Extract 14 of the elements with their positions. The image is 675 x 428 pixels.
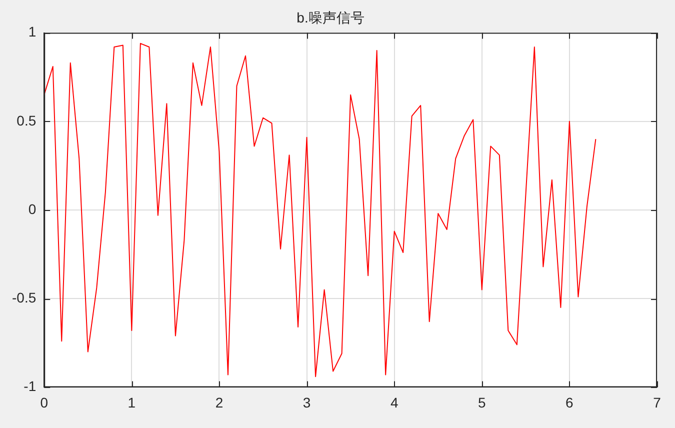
- x-tick-label: 4: [390, 394, 398, 410]
- x-tick-label: 3: [302, 394, 311, 410]
- x-tick-label: 6: [566, 394, 574, 410]
- y-tick-label: -0.5: [12, 289, 36, 306]
- y-tick-label: 1: [28, 24, 36, 40]
- x-tick-label: 5: [478, 394, 486, 410]
- y-tick-label: -1: [24, 378, 36, 394]
- y-tick-label: 0.5: [16, 112, 36, 128]
- x-tick-label: 0: [40, 394, 48, 410]
- x-tick-label: 1: [128, 394, 136, 410]
- x-tick-label: 2: [215, 394, 224, 410]
- chart-title: b.噪声信号: [296, 9, 364, 26]
- y-tick-label: 0: [28, 200, 36, 217]
- x-tick-label: 7: [653, 394, 662, 410]
